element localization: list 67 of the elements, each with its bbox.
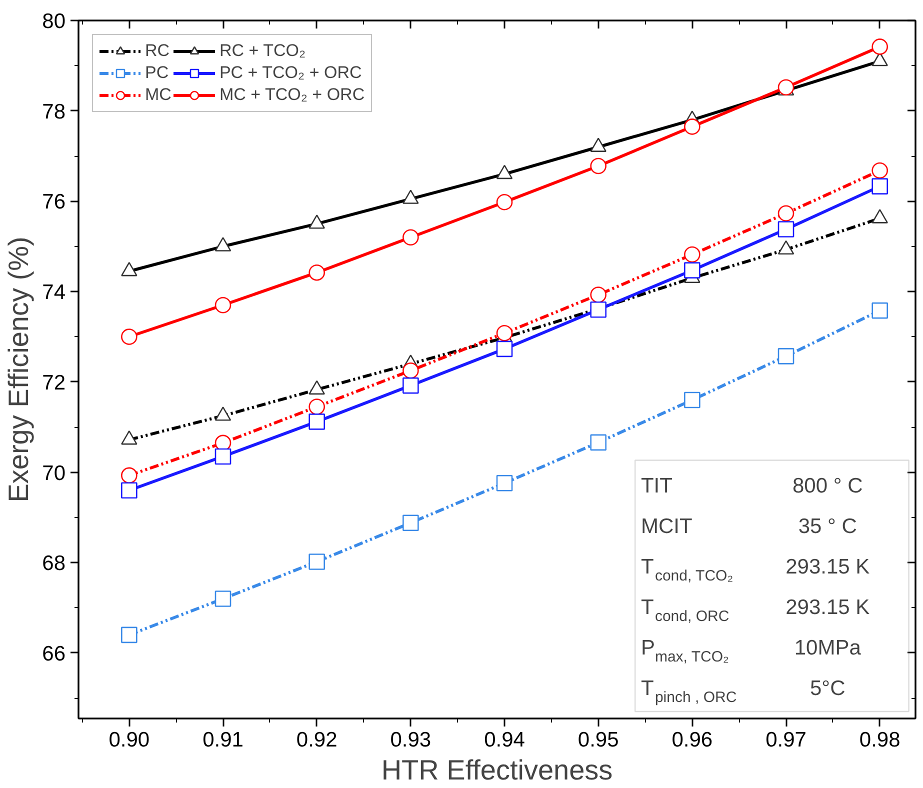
point (308, 264, 325, 281)
point (684, 246, 700, 263)
x-tick-label: 0.91 (202, 728, 244, 752)
point (121, 626, 138, 644)
point (590, 434, 606, 451)
legend-label: MC (145, 85, 172, 105)
point (214, 590, 232, 607)
x-tick-label: 0.97 (766, 728, 806, 752)
x-axis-title: HTR Effectiveness (381, 754, 613, 786)
point (402, 514, 419, 532)
legend-label: PC (145, 63, 169, 83)
point (684, 118, 700, 135)
point (872, 38, 888, 55)
y-tick-label: 66 (42, 642, 66, 666)
annotation: 35 ° C (798, 515, 857, 538)
point (214, 448, 232, 465)
y-axis-title: Exergy Efficiency (%) (3, 236, 34, 502)
point (778, 205, 794, 222)
point (778, 221, 794, 238)
annotation: TIT (640, 474, 673, 498)
point (496, 474, 513, 492)
y-tick-label: 76 (42, 190, 66, 214)
x-tick-label: 0.92 (296, 728, 338, 752)
point (684, 392, 700, 408)
point (121, 467, 138, 484)
y-tick-label: 70 (42, 462, 66, 485)
point (121, 328, 138, 345)
annotation: MCIT (640, 515, 692, 538)
annotation: 5°C (810, 676, 846, 700)
point (496, 340, 513, 358)
y-tick-label: 74 (42, 281, 66, 304)
annotation: 293.15 K (786, 596, 870, 620)
annotation: 293.15 K (786, 556, 870, 579)
point (402, 229, 419, 246)
point (308, 554, 325, 570)
annotation: 800 ° C (792, 474, 863, 498)
point (402, 362, 419, 379)
point (590, 301, 606, 318)
point (496, 194, 513, 210)
legend-label: MC + TCO₂ + ORC (219, 85, 365, 105)
point (872, 302, 888, 319)
y-tick-label: 80 (42, 10, 66, 33)
point (872, 162, 888, 179)
x-tick-label: 0.98 (859, 728, 900, 752)
point (872, 178, 888, 194)
legend-label: RC + TCO₂ (219, 41, 306, 61)
point (590, 286, 606, 303)
point (778, 348, 794, 364)
x-tick-label: 0.93 (390, 728, 432, 752)
y-tick-label: 68 (42, 552, 66, 576)
x-tick-label: 0.94 (484, 728, 526, 752)
point (496, 324, 513, 342)
point (684, 262, 700, 278)
point (121, 482, 138, 498)
legend-label: RC (145, 41, 170, 61)
point (214, 296, 232, 314)
point (402, 377, 419, 394)
x-tick-label: 0.90 (108, 728, 150, 752)
legend-label: PC + TCO₂ + ORC (219, 63, 362, 83)
y-tick-label: 72 (42, 371, 66, 394)
point (308, 414, 325, 430)
annotation: 10MPa (794, 636, 862, 660)
point (590, 158, 606, 174)
x-tick-label: 0.96 (672, 728, 713, 752)
point (308, 398, 325, 415)
y-tick-label: 78 (42, 100, 66, 124)
x-tick-label: 0.95 (578, 728, 619, 752)
